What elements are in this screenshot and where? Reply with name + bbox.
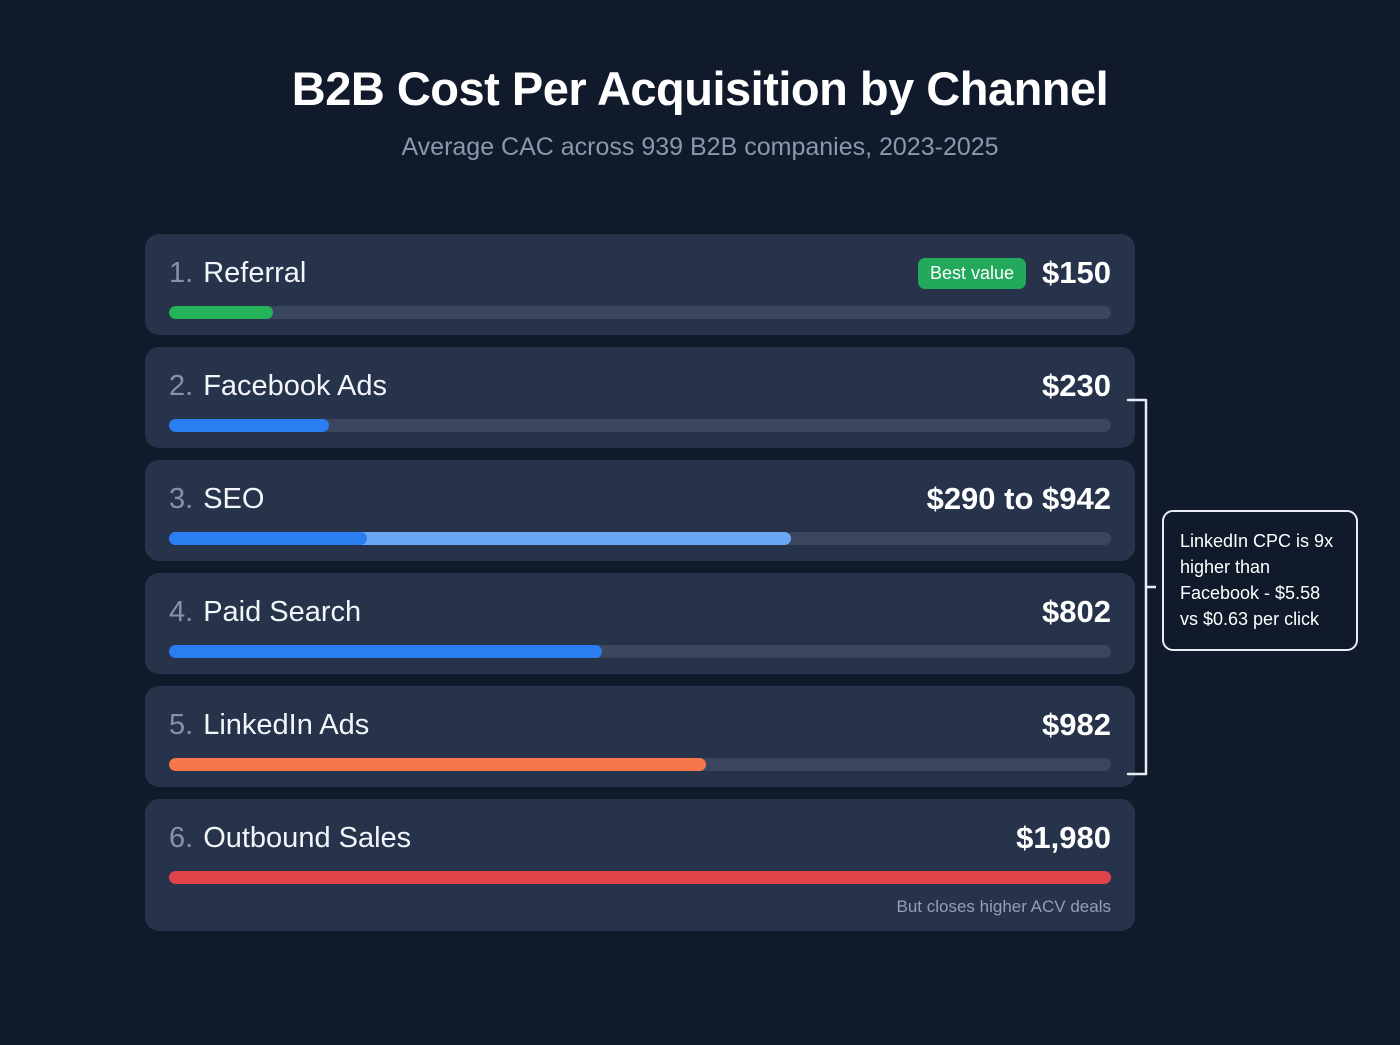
- row-header: 1. Referral Best value $150: [169, 254, 1111, 292]
- row-value: $1,980: [1016, 820, 1111, 855]
- row-rank: 3.: [169, 482, 194, 515]
- row-name: Outbound Sales: [203, 821, 412, 854]
- row-name: LinkedIn Ads: [203, 708, 370, 741]
- progress-fill: [169, 419, 330, 432]
- table-row[interactable]: 5. LinkedIn Ads $982: [145, 686, 1135, 787]
- progress-track: [169, 758, 1111, 771]
- progress-fill: [169, 306, 273, 319]
- progress-fill: [169, 645, 603, 658]
- row-rank: 1.: [169, 256, 194, 289]
- row-name: SEO: [203, 482, 265, 515]
- row-rank: 4.: [169, 595, 194, 628]
- row-value-group: Best value $150: [917, 255, 1111, 291]
- progress-fill: [169, 871, 1111, 884]
- row-value-group: $1,980: [1016, 820, 1111, 856]
- row-value: $982: [1042, 707, 1111, 742]
- progress-track: [169, 306, 1111, 319]
- table-row[interactable]: 1. Referral Best value $150: [145, 234, 1135, 335]
- row-value-group: $290 to $942: [927, 481, 1111, 517]
- channel-list: 1. Referral Best value $150 2. Facebook …: [145, 234, 1135, 943]
- row-header: 5. LinkedIn Ads $982: [169, 706, 1111, 744]
- status-badge: Best value: [917, 257, 1027, 289]
- row-label: 5. LinkedIn Ads: [169, 709, 369, 742]
- annotation-callout: LinkedIn CPC is 9x higher than Facebook …: [1162, 510, 1358, 652]
- progress-track: [169, 871, 1111, 884]
- row-rank: 6.: [169, 821, 194, 854]
- page-subtitle: Average CAC across 939 B2B companies, 20…: [401, 133, 999, 162]
- row-rank: 2.: [169, 369, 194, 402]
- row-name: Referral: [203, 256, 307, 289]
- row-value: $290 to $942: [926, 481, 1111, 516]
- row-label: 4. Paid Search: [169, 596, 361, 629]
- row-header: 6. Outbound Sales $1,980: [169, 819, 1111, 857]
- table-row[interactable]: 3. SEO $290 to $942: [145, 460, 1135, 561]
- row-label: 3. SEO: [169, 483, 264, 516]
- row-value-group: $802: [1042, 594, 1111, 630]
- row-header: 3. SEO $290 to $942: [169, 480, 1111, 518]
- row-header: 4. Paid Search $802: [169, 593, 1111, 631]
- table-row[interactable]: 4. Paid Search $802: [145, 573, 1135, 674]
- row-value: $802: [1042, 594, 1111, 629]
- table-row[interactable]: 2. Facebook Ads $230: [145, 347, 1135, 448]
- progress-track: [169, 419, 1111, 432]
- row-header: 2. Facebook Ads $230: [169, 367, 1111, 405]
- row-footnote: But closes higher ACV deals: [896, 897, 1111, 916]
- progress-fill: [169, 758, 706, 771]
- row-name: Facebook Ads: [203, 369, 387, 402]
- row-label: 6. Outbound Sales: [169, 822, 411, 855]
- progress-fill: [169, 532, 367, 545]
- chart-header: B2B Cost Per Acquisition by Channel Aver…: [0, 0, 1400, 162]
- progress-track: [169, 645, 1111, 658]
- row-label: 2. Facebook Ads: [169, 370, 387, 403]
- row-rank: 5.: [169, 708, 194, 741]
- row-value: $150: [1042, 255, 1111, 290]
- row-value-group: $230: [1042, 368, 1111, 404]
- progress-track: [169, 532, 1111, 545]
- page-title: B2B Cost Per Acquisition by Channel: [291, 62, 1109, 115]
- row-label: 1. Referral: [169, 257, 306, 290]
- row-name: Paid Search: [203, 595, 362, 628]
- table-row[interactable]: 6. Outbound Sales $1,980 But closes high…: [145, 799, 1135, 931]
- row-value-group: $982: [1042, 707, 1111, 743]
- row-value: $230: [1042, 368, 1111, 403]
